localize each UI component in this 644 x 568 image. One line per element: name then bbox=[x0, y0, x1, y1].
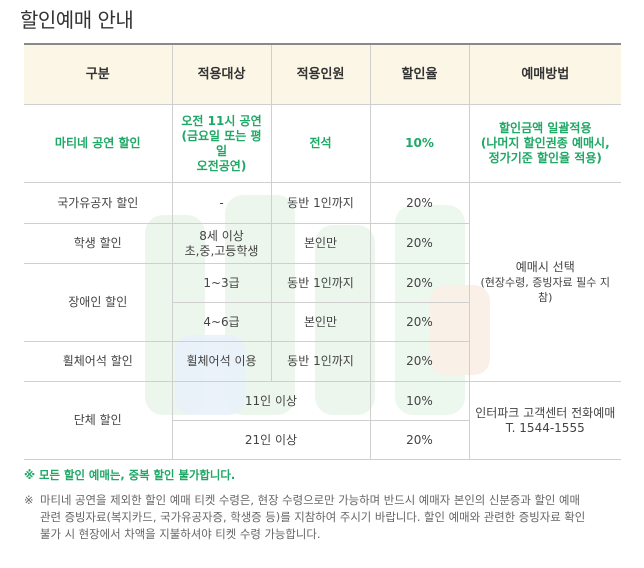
note-line: 관련 증빙자료(복지카드, 국가유공자증, 학생증 등)를 지참하여 주시기 바… bbox=[40, 510, 586, 524]
notes-section: ※ 모든 할인 예매는, 중복 할인 불가합니다. ※ 마티네 공연을 제외한 … bbox=[24, 467, 622, 543]
national-merit-people: 동반 1인까지 bbox=[270, 182, 371, 224]
matinee-target-line: (금요일 또는 평일 bbox=[181, 128, 262, 158]
national-merit-target: - bbox=[171, 182, 272, 224]
header-target: 적용대상 bbox=[171, 43, 272, 105]
wheelchair-people: 동반 1인까지 bbox=[270, 341, 371, 382]
group-category: 단체 할인 bbox=[24, 381, 173, 460]
discount-table: 구분 적용대상 적용인원 할인율 예매방법 마티네 공연 할인 오전 11시 공… bbox=[24, 43, 621, 460]
student-target-line: 8세 이상 bbox=[199, 228, 244, 243]
disabled-people: 본인만 bbox=[270, 302, 371, 342]
method-onsite-note: (현장수령, 증빙자료 필수 지참) bbox=[480, 275, 611, 304]
matinee-category: 마티네 공연 할인 bbox=[24, 104, 173, 183]
disabled-people: 동반 1인까지 bbox=[270, 263, 371, 303]
matinee-method-line: (나머지 할인권종 예매시, bbox=[480, 136, 610, 150]
wheelchair-category: 휠체어석 할인 bbox=[24, 341, 173, 382]
student-rate: 20% bbox=[369, 223, 469, 264]
table-row: 휠체어석 할인 휠체어석 이용 동반 1인까지 20% bbox=[24, 341, 621, 382]
table-row: 학생 할인 8세 이상 초,중,고등학생 본인만 20% bbox=[24, 223, 621, 264]
method-phone-line: 인터파크 고객센터 전화예매 bbox=[475, 405, 616, 420]
disabled-rate: 20% bbox=[369, 302, 469, 342]
national-merit-category: 국가유공자 할인 bbox=[24, 182, 173, 224]
table-row: 단체 할인 11인 이상 10% 인터파크 고객센터 전화예매 T. 1544-… bbox=[24, 381, 621, 460]
disabled-category: 장애인 할인 bbox=[24, 263, 173, 342]
group-target: 21인 이상 bbox=[172, 420, 371, 460]
method-onsite: 예매시 선택 (현장수령, 증빙자료 필수 지참) bbox=[468, 182, 621, 382]
group-rate: 10% bbox=[369, 381, 470, 421]
header-people: 적용인원 bbox=[270, 43, 371, 105]
matinee-rate: 10% bbox=[369, 104, 470, 183]
header-method: 예매방법 bbox=[468, 43, 621, 105]
page-title: 할인예매 안내 bbox=[20, 8, 134, 32]
method-phone-number: T. 1544-1555 bbox=[505, 420, 585, 435]
matinee-target-line: 오전공연) bbox=[196, 158, 247, 173]
matinee-target: 오전 11시 공연 (금요일 또는 평일 오전공연) bbox=[171, 104, 272, 183]
method-onsite-title: 예매시 선택 bbox=[515, 259, 575, 274]
note-ticket-pickup: ※ 마티네 공연을 제외한 할인 예매 티켓 수령은, 현장 수령으로만 가능하… bbox=[24, 492, 622, 543]
header-category: 구분 bbox=[24, 43, 173, 105]
note-line: 불가 시 현장에서 차액을 지불하셔야 티켓 수령 가능합니다. bbox=[40, 527, 321, 541]
group-rate: 20% bbox=[369, 420, 469, 460]
note-ticket-pickup-text: 마티네 공연을 제외한 할인 예매 티켓 수령은, 현장 수령으로만 가능하며 … bbox=[40, 492, 585, 543]
disabled-target: 1~3급 bbox=[171, 263, 272, 303]
student-people: 본인만 bbox=[270, 223, 371, 264]
note-line: 마티네 공연을 제외한 할인 예매 티켓 수령은, 현장 수령으로만 가능하며 … bbox=[40, 493, 580, 507]
note-no-duplicate: ※ 모든 할인 예매는, 중복 할인 불가합니다. bbox=[24, 468, 236, 482]
group-target: 11인 이상 bbox=[171, 381, 371, 421]
table-row: 마티네 공연 할인 오전 11시 공연 (금요일 또는 평일 오전공연) 전석 … bbox=[24, 104, 621, 183]
disabled-target: 4~6급 bbox=[172, 302, 272, 342]
disabled-rate: 20% bbox=[369, 263, 469, 303]
matinee-method: 할인금액 일괄적용 (나머지 할인권종 예매시, 정가기준 할인율 적용) bbox=[468, 104, 621, 183]
national-merit-rate: 20% bbox=[369, 182, 470, 224]
header-rate: 할인율 bbox=[369, 43, 470, 105]
table-row: 장애인 할인 1~3급 동반 1인까지 20% bbox=[24, 263, 621, 342]
student-target-line: 초,중,고등학생 bbox=[184, 243, 259, 258]
table-row: 국가유공자 할인 - 동반 1인까지 20% 예매시 선택 (현장수령, 증빙자… bbox=[24, 182, 621, 382]
note-mark: ※ bbox=[24, 493, 34, 507]
student-category: 학생 할인 bbox=[24, 223, 173, 264]
student-target: 8세 이상 초,중,고등학생 bbox=[171, 223, 272, 264]
method-phone: 인터파크 고객센터 전화예매 T. 1544-1555 bbox=[468, 381, 621, 460]
wheelchair-target: 휠체어석 이용 bbox=[171, 341, 272, 382]
table-row: 21인 이상 20% bbox=[24, 420, 621, 460]
matinee-method-line: 정가기준 할인율 적용) bbox=[488, 151, 602, 165]
matinee-people: 전석 bbox=[270, 104, 371, 183]
matinee-target-line: 오전 11시 공연 bbox=[181, 113, 262, 128]
table-header-row: 구분 적용대상 적용인원 할인율 예매방법 bbox=[24, 43, 621, 105]
table-row: 4~6급 본인만 20% bbox=[24, 302, 621, 342]
matinee-method-line: 할인금액 일괄적용 bbox=[499, 121, 592, 135]
wheelchair-rate: 20% bbox=[369, 341, 469, 382]
